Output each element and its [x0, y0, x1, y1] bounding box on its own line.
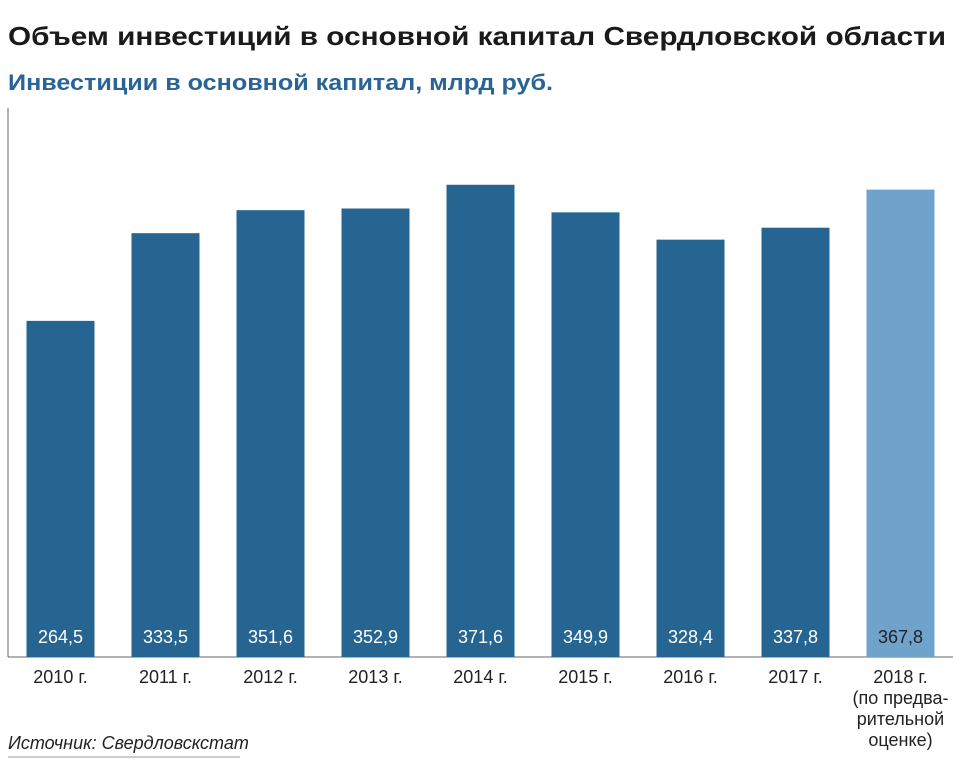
x-tick-label: 2014 г. [453, 667, 508, 687]
x-tick-label: 2017 г. [768, 667, 823, 687]
x-tick-label: 2018 г. (по предва- рительной оценке) [852, 667, 949, 750]
value-label: 328,4 [668, 627, 713, 647]
bar [341, 208, 410, 657]
x-tick-label: 2013 г. [348, 667, 403, 687]
x-tick-label: 2010 г. [33, 667, 88, 687]
value-label: 352,9 [353, 627, 398, 647]
bar [236, 210, 305, 658]
bar [866, 189, 935, 657]
bar [656, 239, 725, 658]
value-label: 333,5 [143, 627, 188, 647]
chart-subtitle: Инвестиции в основной капитал, млрд руб. [8, 70, 553, 95]
value-label: 371,6 [458, 627, 503, 647]
x-tick-label: 2016 г. [663, 667, 718, 687]
bar [761, 227, 830, 657]
value-label: 367,8 [878, 627, 923, 647]
x-tick-label: 2012 г. [243, 667, 298, 687]
bar [131, 233, 200, 658]
value-label: 349,9 [563, 627, 608, 647]
chart-title: Объем инвестиций в основной капитал Свер… [8, 21, 946, 51]
bar [551, 212, 620, 657]
bar [26, 320, 95, 657]
source: Источник: Свердловскстат [8, 733, 249, 753]
value-label: 351,6 [248, 627, 293, 647]
value-label: 264,5 [38, 627, 83, 647]
x-tick-label: 2015 г. [558, 667, 613, 687]
value-label: 337,8 [773, 627, 818, 647]
x-tick-label: 2011 г. [138, 667, 193, 687]
bar [446, 184, 515, 657]
